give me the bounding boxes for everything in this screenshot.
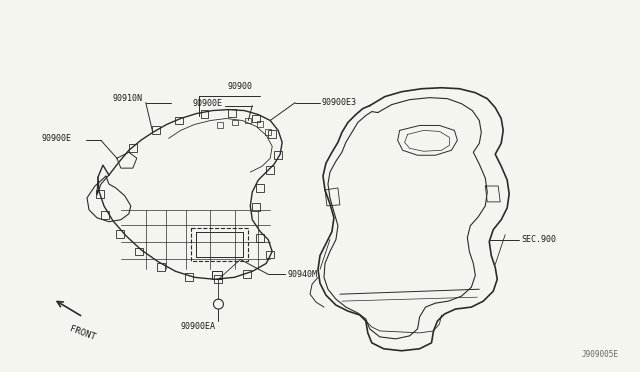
Bar — [135, 247, 143, 256]
Bar — [265, 129, 271, 135]
Bar — [175, 116, 182, 125]
Bar — [268, 131, 276, 138]
Bar — [243, 270, 252, 278]
Text: 90900: 90900 — [228, 82, 253, 91]
Bar — [184, 273, 193, 281]
Bar — [214, 275, 223, 283]
Bar — [252, 203, 260, 211]
Bar — [232, 119, 238, 125]
Bar — [257, 122, 263, 128]
Bar — [200, 110, 209, 118]
Bar — [101, 211, 109, 219]
Bar — [212, 271, 223, 279]
Bar — [129, 144, 137, 152]
Bar — [252, 115, 260, 122]
Bar — [266, 250, 274, 259]
Text: 90900EA: 90900EA — [180, 323, 216, 331]
Text: 90910N: 90910N — [113, 94, 143, 103]
Bar — [245, 118, 252, 124]
Bar — [274, 151, 282, 159]
Text: J909005E: J909005E — [582, 350, 619, 359]
Bar — [228, 109, 236, 116]
Bar — [116, 230, 124, 238]
Text: 90900E: 90900E — [193, 99, 223, 108]
Bar — [266, 166, 274, 174]
Text: 90940M: 90940M — [287, 270, 317, 279]
Bar — [256, 184, 264, 192]
Bar — [256, 234, 264, 241]
Bar — [96, 190, 104, 198]
Text: 90900E: 90900E — [41, 134, 71, 143]
Bar — [218, 122, 223, 128]
Text: 90900E3: 90900E3 — [322, 98, 357, 107]
Bar — [157, 263, 164, 271]
Text: FRONT: FRONT — [68, 324, 97, 341]
Text: SEC.900: SEC.900 — [521, 235, 556, 244]
Bar — [152, 126, 160, 134]
